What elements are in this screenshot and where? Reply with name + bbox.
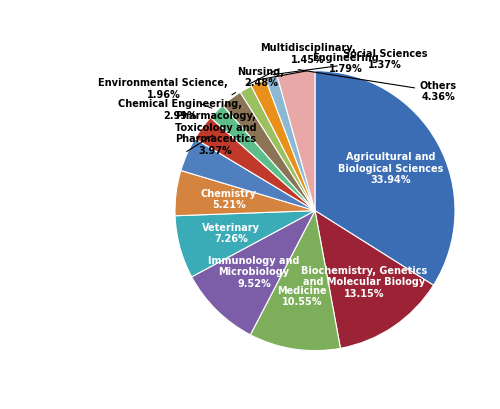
- Wedge shape: [192, 211, 315, 335]
- Text: Multidisciplinary,
1.45%: Multidisciplinary, 1.45%: [247, 43, 356, 85]
- Wedge shape: [181, 139, 315, 211]
- Text: Agricultural and
Biological Sciences
33.94%: Agricultural and Biological Sciences 33.…: [338, 152, 444, 185]
- Wedge shape: [222, 92, 315, 211]
- Wedge shape: [175, 171, 315, 216]
- Wedge shape: [240, 86, 315, 211]
- Text: Engineering
1.79%: Engineering 1.79%: [260, 53, 379, 79]
- Wedge shape: [277, 71, 315, 211]
- Wedge shape: [210, 106, 315, 211]
- Text: Chemical Engineering,
2.99%: Chemical Engineering, 2.99%: [118, 99, 242, 126]
- Text: Veterinary
7.26%: Veterinary 7.26%: [202, 222, 260, 244]
- Text: Chemistry
5.21%: Chemistry 5.21%: [201, 189, 257, 210]
- Text: Others
4.36%: Others 4.36%: [298, 70, 457, 102]
- Wedge shape: [250, 211, 340, 351]
- Wedge shape: [175, 211, 315, 277]
- Wedge shape: [315, 211, 434, 348]
- Text: Social Sciences
1.37%: Social Sciences 1.37%: [273, 49, 427, 74]
- Wedge shape: [252, 80, 315, 211]
- Text: Immunology and
Microbiology
9.52%: Immunology and Microbiology 9.52%: [208, 256, 300, 289]
- Text: Biochemistry, Genetics
and Molecular Biology
13.15%: Biochemistry, Genetics and Molecular Bio…: [300, 266, 427, 299]
- Text: Medicine
10.55%: Medicine 10.55%: [278, 285, 327, 307]
- Text: Environmental Science,
1.96%: Environmental Science, 1.96%: [98, 78, 228, 108]
- Wedge shape: [195, 117, 315, 211]
- Wedge shape: [266, 76, 315, 211]
- Wedge shape: [315, 71, 455, 285]
- Text: Pharmacology,
Toxicology and
Pharmaceutics
3.97%: Pharmacology, Toxicology and Pharmaceuti…: [174, 111, 256, 156]
- Text: Nursing,
2.48%: Nursing, 2.48%: [232, 67, 284, 95]
